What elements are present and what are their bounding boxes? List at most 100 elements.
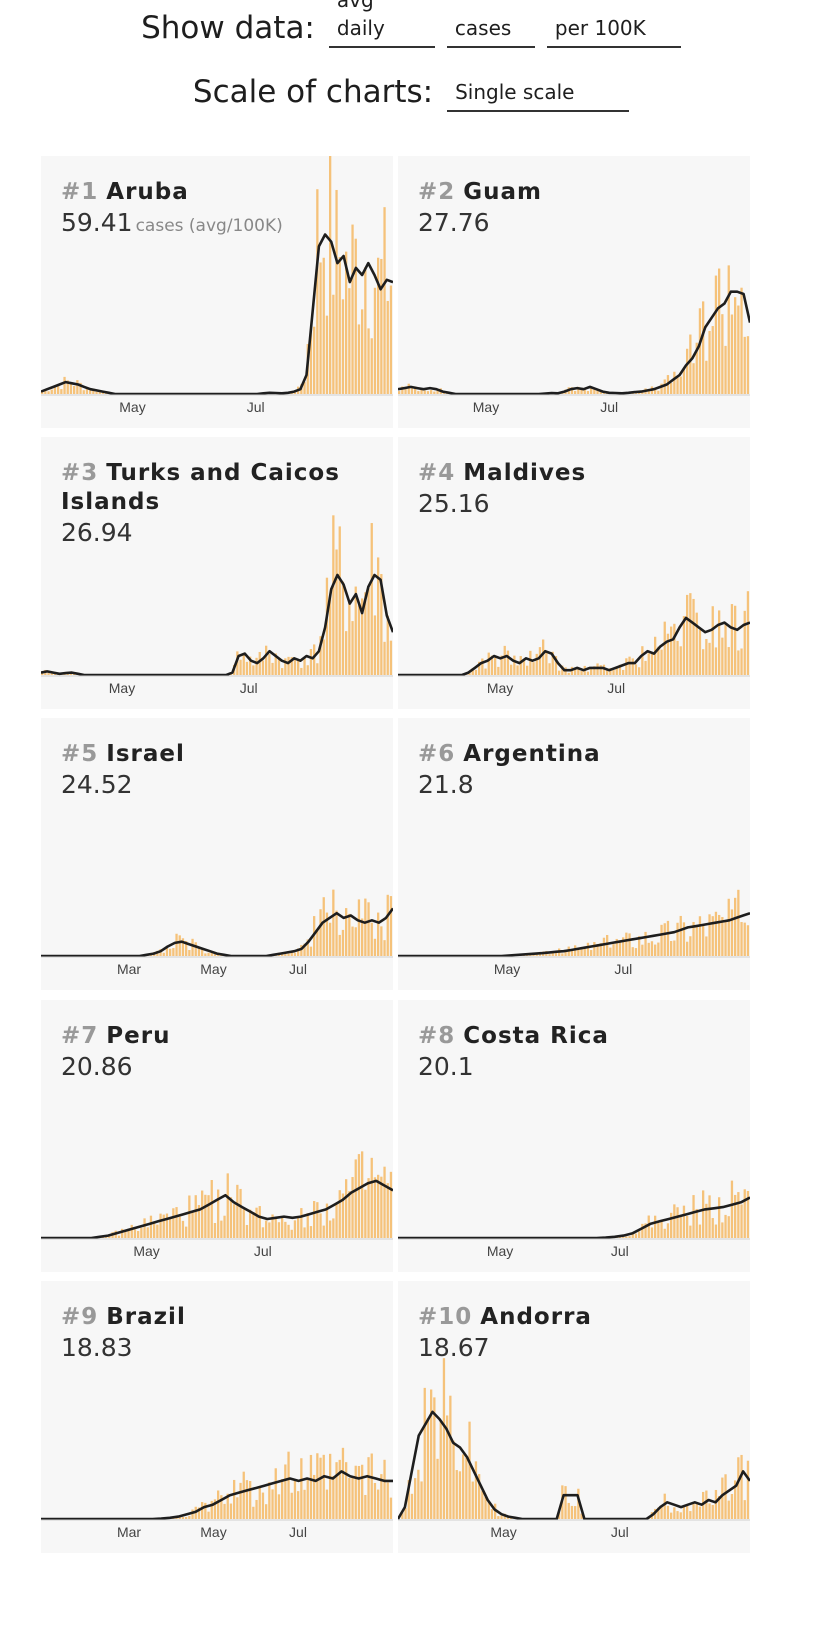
- card-title: #1 Aruba: [61, 178, 381, 207]
- country-card[interactable]: Mar May Jul #9 Brazil 18.83: [41, 1281, 393, 1553]
- country-card[interactable]: May Jul #3 Turks and Caicos Islands 26.94: [41, 437, 393, 709]
- country-card[interactable]: May Jul #1 Aruba 59.41 cases (avg/100K): [41, 156, 393, 428]
- card-header: #5 Israel 24.52: [61, 740, 381, 801]
- daily-bar: [185, 1226, 188, 1238]
- daily-bar: [229, 1197, 233, 1238]
- country-chart: Mar May Jul: [41, 889, 393, 977]
- daily-bar: [373, 1482, 377, 1519]
- measure-select[interactable]: cases: [446, 14, 535, 48]
- daily-bar: [734, 1194, 737, 1238]
- daily-bar: [542, 639, 545, 675]
- daily-bar: [265, 1504, 268, 1519]
- daily-bar: [76, 380, 79, 394]
- daily-bar: [666, 1223, 670, 1238]
- country-chart: May Jul: [41, 1151, 393, 1259]
- show-data-label: Show data:: [141, 10, 315, 46]
- daily-bar: [740, 922, 743, 956]
- daily-bar: [169, 948, 172, 956]
- daily-bar: [718, 268, 721, 394]
- daily-bar: [702, 1190, 705, 1238]
- daily-bar: [673, 371, 676, 394]
- daily-bar: [370, 1453, 373, 1519]
- average-line: [398, 1196, 750, 1240]
- x-tick-label: May: [487, 680, 513, 696]
- daily-bar: [548, 954, 551, 956]
- daily-bar: [686, 594, 689, 675]
- x-tick-label: Mar: [117, 1524, 141, 1540]
- country-rank: #1: [61, 179, 99, 205]
- daily-bar: [721, 314, 724, 394]
- daily-bar: [436, 389, 439, 394]
- daily-bar: [401, 1512, 404, 1519]
- daily-bar: [341, 581, 345, 675]
- daily-bar: [609, 947, 612, 956]
- daily-bar: [159, 1213, 162, 1238]
- daily-bar: [181, 1220, 185, 1238]
- daily-bar: [730, 604, 734, 675]
- average-line: [41, 1179, 393, 1240]
- country-card[interactable]: May Jul #10 Andorra 18.67: [398, 1281, 750, 1553]
- daily-bar: [303, 1489, 306, 1519]
- country-card[interactable]: May Jul #4 Maldives 25.16: [398, 437, 750, 709]
- daily-bar: [670, 1212, 673, 1238]
- daily-bar: [724, 1474, 727, 1519]
- daily-bar: [612, 670, 615, 675]
- daily-bar: [73, 385, 76, 394]
- daily-bar: [325, 1489, 329, 1519]
- daily-bar: [740, 648, 743, 675]
- daily-bar: [191, 1509, 194, 1519]
- daily-bar: [401, 386, 404, 394]
- daily-bar: [596, 944, 599, 956]
- daily-bar: [474, 1461, 478, 1519]
- daily-bar: [322, 897, 325, 956]
- metric-select[interactable]: avg daily: [328, 0, 435, 48]
- daily-bar: [666, 1505, 670, 1519]
- daily-bar: [606, 669, 609, 675]
- daily-bar: [146, 1227, 149, 1238]
- country-value: 20.1: [418, 1051, 738, 1083]
- country-card[interactable]: May Jul #8 Costa Rica 20.1: [398, 1000, 750, 1272]
- daily-bar: [663, 1493, 666, 1519]
- daily-bar: [676, 640, 679, 675]
- daily-bar: [414, 386, 417, 394]
- daily-bar: [210, 951, 213, 956]
- card-title: #8 Costa Rica: [418, 1022, 738, 1051]
- daily-bar: [708, 914, 711, 956]
- daily-bar: [612, 944, 615, 956]
- daily-bar: [79, 382, 82, 394]
- normalization-select[interactable]: per 100K: [546, 14, 681, 48]
- country-card[interactable]: May Jul #6 Argentina 21.8: [398, 718, 750, 990]
- country-card[interactable]: May Jul #2 Guam 27.76: [398, 156, 750, 428]
- daily-bar: [258, 1486, 261, 1519]
- country-card[interactable]: May Jul #7 Peru 20.86: [41, 1000, 393, 1272]
- daily-bar: [191, 1210, 194, 1238]
- daily-bar: [124, 1230, 127, 1238]
- daily-bar: [497, 666, 500, 675]
- daily-bar: [727, 1500, 730, 1519]
- daily-bars: [41, 515, 393, 675]
- daily-bar: [85, 387, 89, 394]
- country-card[interactable]: Mar May Jul #5 Israel 24.52: [41, 718, 393, 990]
- daily-bar: [172, 1208, 175, 1238]
- daily-bar: [345, 908, 348, 956]
- daily-bar: [293, 392, 297, 394]
- daily-bar: [377, 1174, 380, 1238]
- daily-bar: [718, 1495, 721, 1519]
- daily-bar: [268, 1222, 271, 1238]
- daily-bar: [689, 1225, 692, 1238]
- daily-bar: [133, 1229, 137, 1238]
- daily-bar: [261, 660, 265, 675]
- daily-bar: [351, 224, 354, 394]
- card-title: #7 Peru: [61, 1022, 381, 1051]
- country-name: Brazil: [106, 1304, 186, 1330]
- daily-bar: [570, 1505, 574, 1519]
- daily-bar: [734, 297, 737, 394]
- daily-bar: [708, 1503, 711, 1519]
- daily-bar: [529, 650, 532, 675]
- daily-bar: [287, 656, 290, 675]
- daily-bar: [162, 1214, 165, 1238]
- daily-bar: [213, 1223, 217, 1238]
- daily-bar: [207, 1511, 210, 1519]
- daily-bar: [462, 1454, 465, 1519]
- scale-select[interactable]: Single scale: [447, 78, 630, 112]
